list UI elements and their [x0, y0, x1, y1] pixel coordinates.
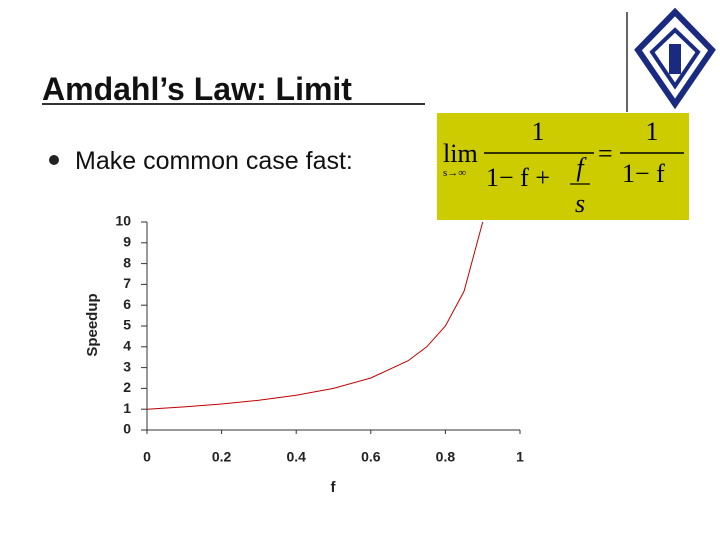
y-axis-label: Speedup	[84, 293, 101, 356]
formula-den: 1− f +	[486, 163, 550, 192]
y-tick-label: 10	[115, 213, 131, 229]
y-tick-label: 5	[123, 317, 131, 333]
y-tick-label: 6	[123, 296, 131, 312]
y-tick-label: 2	[123, 379, 131, 395]
formula-lim: lim	[443, 139, 478, 168]
y-tick-label: 0	[123, 421, 131, 437]
formula-f: f	[576, 153, 587, 182]
y-tick-label: 7	[123, 275, 131, 291]
formula-eq: =	[598, 139, 613, 168]
formula-sub: s→∞	[443, 167, 466, 179]
formula-den: 1− f	[622, 159, 665, 188]
bullet-dot	[49, 155, 59, 165]
formula-s: s	[575, 189, 585, 218]
speedup-line	[146, 221, 484, 410]
formula-num: 1	[646, 117, 659, 146]
x-tick-label: 0.4	[286, 449, 306, 465]
x-tick-label: 0.2	[212, 449, 232, 465]
formula-num: 1	[532, 117, 545, 146]
x-tick-label: 0.8	[436, 449, 456, 465]
x-tick-label: 1	[516, 449, 524, 465]
logo	[634, 7, 716, 110]
y-tick-label: 1	[123, 400, 131, 416]
x-tick-label: 0.6	[361, 449, 381, 465]
slide-title: Amdahl’s Law: Limit	[42, 71, 352, 107]
y-tick-label: 4	[123, 338, 131, 354]
formula-box	[437, 113, 689, 220]
y-tick-label: 9	[123, 234, 131, 250]
x-tick-label: 0	[143, 449, 151, 465]
bullet-text: Make common case fast:	[75, 147, 353, 175]
y-tick-label: 8	[123, 254, 131, 270]
x-axis-label: f	[331, 479, 337, 496]
y-tick-label: 3	[123, 358, 131, 374]
